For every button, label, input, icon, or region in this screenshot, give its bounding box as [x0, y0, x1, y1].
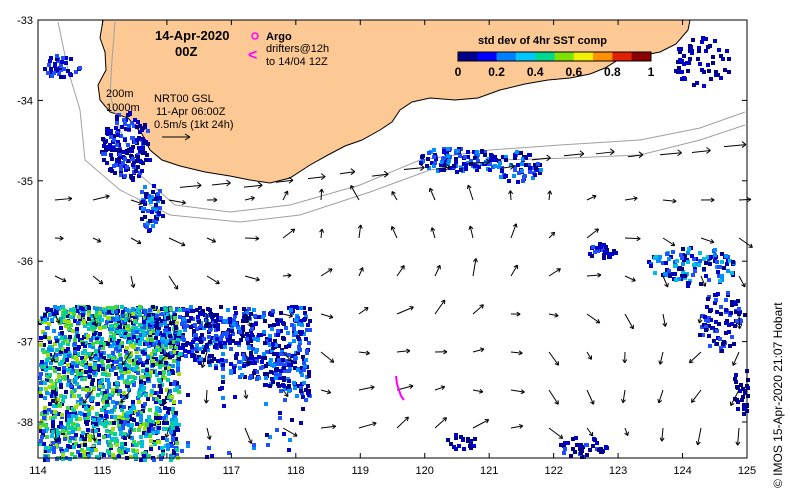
colorbar-title: std dev of 4hr SST comp — [478, 35, 607, 47]
credit-text: © IMOS 15-Apr-2020 21:07 Hobart — [771, 302, 785, 488]
colorbar-segment — [458, 52, 478, 61]
lon-tick-label: 123 — [609, 465, 627, 477]
colorbar-tick-label: 0.2 — [488, 65, 505, 79]
colorbar-segment — [631, 52, 652, 61]
drifters-window: to 14/04 12Z — [266, 56, 328, 68]
colorbar: 0 0.2 0.4 0.6 0.8 1 — [455, 51, 655, 79]
model-name: NRT00 GSL — [154, 93, 214, 105]
lon-tick-label: 119 — [351, 465, 369, 477]
isobath-200m — [109, 21, 746, 213]
lon-tick-label: 125 — [738, 465, 756, 477]
model-time: 11-Apr 06:00Z — [156, 106, 226, 118]
current-vectors — [50, 141, 753, 446]
velocity-scale-label: 0.5m/s (1kt 24h) — [154, 119, 233, 131]
isobath-1000m — [57, 21, 746, 223]
lat-tick-label: -36 — [17, 256, 33, 268]
lat-tick-label: -34 — [17, 95, 33, 107]
lon-tick-label: 117 — [223, 465, 241, 477]
colorbar-segment — [496, 52, 517, 61]
map-date: 14-Apr-2020 — [155, 28, 229, 43]
velocity-scale-arrow — [162, 133, 191, 141]
lon-tick-label: 120 — [416, 465, 434, 477]
lat-tick-label: -35 — [17, 176, 33, 188]
colorbar-segment — [612, 52, 633, 61]
colorbar-segment — [593, 52, 613, 61]
sst-stddev-layer — [38, 36, 750, 462]
drifters-label: drifters@12h — [266, 43, 329, 55]
argo-label: Argo — [266, 31, 292, 43]
lon-tick-label: 116 — [158, 465, 176, 477]
lon-tick-label: 114 — [29, 465, 47, 477]
lat-tick-label: -38 — [17, 417, 33, 429]
drifter-arrow-icon: < — [248, 47, 257, 64]
colorbar-tick-label: 0.4 — [527, 65, 544, 79]
colorbar-border — [457, 51, 652, 62]
map-frame — [37, 19, 748, 459]
colorbar-tick-label: 0.6 — [565, 65, 582, 79]
isobath-1000-label: 1000m — [106, 102, 140, 114]
lon-tick-label: 124 — [673, 465, 691, 477]
colorbar-segment — [515, 52, 536, 61]
colorbar-segment — [535, 52, 555, 61]
lon-tick-label: 122 — [544, 465, 562, 477]
drifter-track — [395, 375, 405, 401]
colorbar-segment — [554, 52, 575, 61]
map-hour: 00Z — [175, 44, 197, 59]
lon-tick-label: 115 — [94, 465, 112, 477]
argo-marker-icon — [251, 32, 259, 40]
colorbar-tick-label: 0 — [455, 65, 462, 79]
axis-ticks: 114 115 116 117 118 119 120 121 122 123 124 125 -33 -… — [17, 15, 756, 477]
lon-tick-label: 121 — [480, 465, 498, 477]
lon-tick-label: 118 — [287, 465, 305, 477]
colorbar-segment — [477, 52, 498, 61]
colorbar-tick-label: 0.8 — [604, 65, 621, 79]
isobath-200-label: 200m — [106, 88, 134, 100]
lat-tick-label: -37 — [17, 337, 33, 349]
colorbar-tick-label: 1 — [648, 65, 655, 79]
lat-tick-label: -33 — [17, 15, 33, 27]
colorbar-segment — [573, 52, 594, 61]
